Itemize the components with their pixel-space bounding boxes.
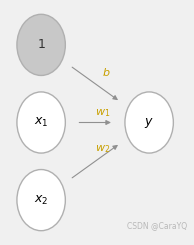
Circle shape <box>17 170 65 231</box>
Text: $x_2$: $x_2$ <box>34 194 48 207</box>
Text: CSDN @CaraYQ: CSDN @CaraYQ <box>126 221 187 231</box>
Circle shape <box>17 92 65 153</box>
Circle shape <box>125 92 173 153</box>
Text: $x_1$: $x_1$ <box>34 116 48 129</box>
Text: $w_2$: $w_2$ <box>95 144 110 155</box>
Text: $b$: $b$ <box>102 66 111 78</box>
Text: $w_1$: $w_1$ <box>95 107 110 119</box>
Circle shape <box>17 14 65 75</box>
Text: $y$: $y$ <box>144 115 154 130</box>
Text: 1: 1 <box>37 38 45 51</box>
